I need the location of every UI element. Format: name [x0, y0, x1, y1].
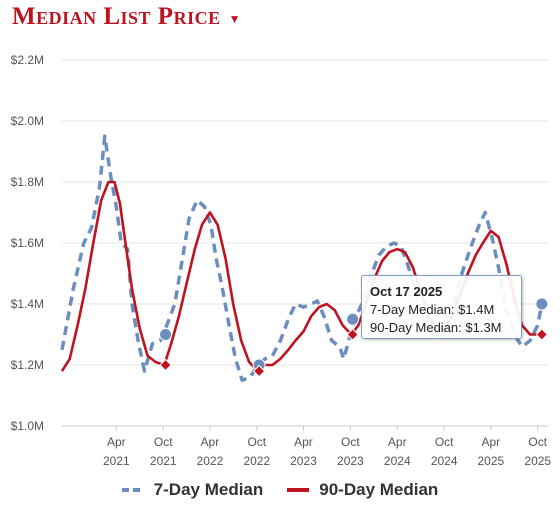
tooltip-7day-value: 7-Day Median: $1.4M — [370, 302, 495, 317]
legend-item-7day[interactable]: 7-Day Median — [121, 480, 264, 500]
marker-7day — [159, 328, 173, 341]
x-tick-label: Oct — [528, 435, 547, 449]
y-tick-label: $1.4M — [11, 297, 44, 311]
x-tick-year-label: 2022 — [197, 454, 224, 468]
x-tick-label: Apr — [107, 435, 126, 449]
x-tick-label: Oct — [247, 435, 266, 449]
series-line-7day — [60, 134, 544, 383]
x-tick-label: Apr — [294, 435, 313, 449]
marker-90day — [159, 358, 172, 372]
solid-line-swatch-icon — [287, 488, 310, 492]
x-tick-year-label: 2024 — [431, 454, 458, 468]
marker-7day — [346, 312, 360, 326]
dashed-line-swatch-icon — [121, 488, 144, 492]
x-tick-label: Oct — [435, 435, 454, 449]
x-tick-year-label: 2024 — [384, 454, 411, 468]
marker-7day — [535, 297, 549, 311]
marker-90day — [252, 364, 266, 378]
caret-down-icon: ▼ — [228, 12, 241, 26]
chart-title-dropdown[interactable]: Median List Price ▼ — [12, 2, 240, 32]
y-tick-label: $1.8M — [11, 175, 44, 189]
x-tick-label: Apr — [481, 435, 500, 449]
legend-label-90day: 90-Day Median — [319, 480, 439, 499]
x-tick-year-label: 2021 — [103, 454, 130, 468]
x-tick-label: Oct — [341, 435, 360, 449]
chart-title: Median List Price — [12, 3, 221, 30]
tooltip-date: Oct 17 2025 — [370, 284, 443, 299]
chart-legend: 7-Day Median 90-Day Median — [0, 480, 560, 500]
x-tick-year-label: 2025 — [524, 454, 551, 468]
y-tick-label: $1.2M — [11, 358, 44, 372]
chart-tooltip: Oct 17 2025 7-Day Median: $1.4M 90-Day M… — [361, 275, 522, 339]
x-tick-year-label: 2021 — [150, 454, 177, 468]
x-tick-label: Apr — [388, 435, 407, 449]
legend-item-90day[interactable]: 90-Day Median — [287, 480, 438, 500]
x-tick-label: Oct — [154, 435, 173, 449]
y-tick-label: $2.0M — [11, 114, 44, 128]
x-tick-year-label: 2023 — [337, 454, 364, 468]
marker-90day — [346, 328, 359, 341]
marker-90day — [535, 328, 549, 341]
x-tick-label: Apr — [201, 435, 220, 449]
legend-label-7day: 7-Day Median — [153, 480, 264, 499]
y-tick-label: $1.6M — [11, 236, 44, 250]
line-chart: $1.0M $1.2M $1.4M $1.6M $1.8M $2.0M $2.2M Apr 20… — [11, 53, 552, 468]
tooltip-90day-value: 90-Day Median: $1.3M — [370, 320, 502, 335]
y-tick-label: $1.0M — [11, 419, 44, 433]
y-tick-label: $2.2M — [11, 53, 44, 67]
x-tick-year-label: 2025 — [477, 454, 504, 468]
x-tick-year-label: 2023 — [290, 454, 317, 468]
x-tick-year-label: 2022 — [243, 454, 270, 468]
